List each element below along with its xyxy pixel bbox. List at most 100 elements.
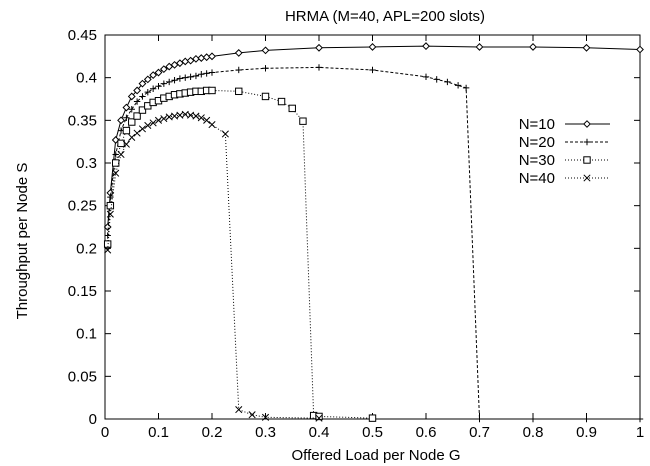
legend-label: N=40 <box>519 170 555 187</box>
data-point <box>261 413 270 421</box>
data-point <box>149 71 158 80</box>
data-point <box>138 125 147 133</box>
data-point <box>368 414 377 422</box>
data-point <box>133 98 141 105</box>
data-point <box>529 43 537 51</box>
data-point <box>198 71 205 78</box>
data-point <box>261 92 270 101</box>
y-tick-label: 0 <box>89 411 97 428</box>
y-tick-label: 0.4 <box>76 70 97 87</box>
data-point <box>475 43 484 51</box>
data-point <box>248 411 256 419</box>
series-line <box>107 89 373 419</box>
legend-label: N=20 <box>519 134 555 151</box>
y-tick-label: 0.05 <box>68 368 97 385</box>
y-tick-label: 0.3 <box>76 155 97 172</box>
data-point <box>235 87 243 96</box>
y-tick-label: 0.35 <box>68 112 97 129</box>
data-point <box>123 114 130 121</box>
data-point <box>144 88 151 96</box>
data-point <box>261 46 270 55</box>
data-point <box>143 75 152 84</box>
data-point <box>192 112 200 120</box>
data-point <box>104 246 112 254</box>
data-point <box>262 65 269 72</box>
legend: N=10N=20N=30N=40 <box>519 116 610 187</box>
data-point <box>171 77 178 84</box>
data-point <box>112 159 120 167</box>
data-point <box>288 104 296 113</box>
x-tick-label: 0.2 <box>202 424 223 441</box>
data-point <box>138 79 147 88</box>
y-axis-label: Throughput per Node S <box>14 163 31 320</box>
legend-marker <box>583 138 591 146</box>
data-point <box>529 415 537 423</box>
series-line <box>107 45 641 228</box>
data-point <box>368 43 377 51</box>
y-axis-ticks: 0 0.05 0.1 0.15 0.2 0.25 0.3 0.35 0.4 0.45 <box>68 27 640 428</box>
legend-marker <box>583 174 591 182</box>
data-point <box>117 139 125 148</box>
data-point <box>462 84 470 92</box>
data-point <box>369 66 376 74</box>
x-tick-label: 0.6 <box>416 424 437 441</box>
data-point <box>122 140 130 148</box>
data-point <box>127 92 136 101</box>
data-point <box>160 80 168 87</box>
x-tick-label: 0.3 <box>255 424 276 441</box>
series-n-20 <box>104 64 644 423</box>
data-point <box>422 42 430 51</box>
data-point <box>203 116 211 124</box>
data-point <box>160 115 168 123</box>
data-point <box>433 76 440 83</box>
data-point <box>128 133 136 141</box>
legend-label: N=30 <box>519 152 555 169</box>
data-point <box>117 150 125 159</box>
data-point <box>176 75 184 82</box>
data-point <box>197 114 205 122</box>
data-point <box>221 130 229 138</box>
data-point <box>208 86 216 95</box>
legend-label: N=10 <box>519 116 555 133</box>
data-point <box>234 49 243 57</box>
x-tick-label: 0.1 <box>148 424 169 441</box>
data-point <box>155 83 162 90</box>
data-point <box>159 65 168 74</box>
data-point <box>444 78 451 86</box>
legend-marker <box>583 156 591 164</box>
y-tick-label: 0.25 <box>68 198 97 215</box>
data-point <box>636 45 644 54</box>
data-point <box>103 240 112 248</box>
data-point <box>203 70 210 77</box>
data-point <box>315 414 323 422</box>
x-axis-ticks: 0 0.1 0.2 0.3 0.4 0.5 0.6 0.7 0.8 0.9 1 <box>101 35 644 441</box>
x-tick-label: 0.4 <box>309 424 330 441</box>
data-point <box>133 112 141 120</box>
data-point <box>144 121 152 130</box>
series-n-40 <box>104 110 323 422</box>
legend-marker <box>583 120 591 128</box>
data-point <box>315 412 323 421</box>
series-line <box>107 66 640 420</box>
data-point <box>133 86 142 95</box>
x-tick-label: 0.9 <box>576 424 597 441</box>
data-point <box>166 78 173 86</box>
data-point <box>138 106 147 114</box>
data-point <box>476 415 483 423</box>
x-tick-label: 0.7 <box>469 424 490 441</box>
data-point <box>208 121 216 129</box>
y-tick-label: 0.45 <box>68 27 97 44</box>
data-point <box>133 129 141 137</box>
data-point <box>235 406 243 414</box>
data-point <box>315 64 323 71</box>
data-point <box>128 106 135 113</box>
x-tick-label: 0.8 <box>523 424 544 441</box>
data-point <box>106 201 115 210</box>
series-n-30 <box>103 86 377 422</box>
data-point <box>112 169 120 177</box>
data-point <box>187 73 194 81</box>
x-tick-label: 1 <box>636 424 644 441</box>
data-point <box>182 74 189 81</box>
x-tick-label: 0.5 <box>362 424 383 441</box>
data-point <box>122 103 131 112</box>
